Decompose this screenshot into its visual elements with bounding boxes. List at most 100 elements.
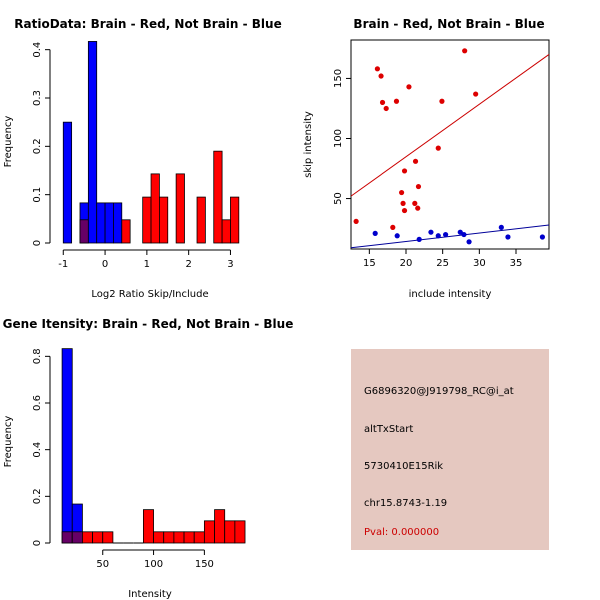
scatter-point-blue	[505, 234, 511, 240]
scatter-point-red	[383, 105, 389, 112]
histogram-bar-blue	[113, 202, 123, 244]
histogram-bar-red	[163, 531, 175, 544]
scatter-point-blue	[539, 234, 546, 240]
histogram-bar-blue	[104, 202, 114, 244]
x-tick-label: 25	[436, 258, 449, 269]
histogram-bar-red	[234, 520, 246, 544]
histogram-bar-red	[92, 531, 104, 544]
histogram-bar-red	[183, 531, 195, 544]
y-tick-label: 0.4	[32, 442, 43, 458]
scatter-point-red	[401, 207, 408, 214]
scatter-point-red	[473, 91, 479, 97]
event-type-text: altTxStart	[364, 424, 414, 435]
histogram-bar-red	[142, 509, 154, 544]
histogram-bar-overlap	[61, 531, 73, 544]
histogram-bar-overlap	[79, 219, 89, 244]
y-tick-label: 0.2	[32, 138, 43, 154]
chart-title-2: Brain - Red, Not Brain - Blue	[353, 17, 544, 31]
scatter-point-red	[393, 98, 400, 104]
histogram-bar-red	[175, 173, 185, 244]
scatter-point-red	[412, 200, 418, 206]
scatter-point-blue	[372, 230, 378, 236]
histogram-bar-blue	[96, 202, 106, 244]
scatter-point-blue	[461, 231, 467, 238]
scatter-point-red	[353, 218, 359, 224]
y-axis-label-3: Frequency	[3, 416, 14, 468]
x-tick-label: 0	[102, 259, 108, 270]
scatter-point-blue	[394, 233, 400, 239]
scatter-point-red	[415, 205, 421, 211]
scatter-point-red	[412, 158, 419, 164]
info-panel: G6896320@J919798_RC@i_at altTxStart 5730…	[351, 349, 549, 550]
histogram-bar-red	[153, 531, 165, 544]
x-tick-label: 30	[473, 258, 486, 269]
histogram-bar-red	[150, 173, 160, 244]
pval-text: Pval: 0.000000	[364, 527, 440, 538]
y-tick-label: 0	[32, 240, 43, 246]
x-axis-label-1: Log2 Ratio Skip/Include	[91, 289, 208, 300]
histogram-bar-red	[173, 531, 185, 544]
scatter-point-red	[406, 84, 412, 90]
histogram-bar-red	[193, 531, 205, 544]
x-tick-label: 100	[144, 559, 163, 570]
scatter-point-red	[415, 183, 422, 190]
regression-line-blue	[350, 224, 550, 249]
y-tick-label: 150	[333, 69, 344, 88]
scatter-point-blue	[457, 229, 463, 235]
histogram-bar-red	[196, 196, 206, 244]
scatter-point-red	[378, 73, 384, 79]
y-tick-label: 0.1	[32, 187, 43, 203]
chart-title-3: Gene Itensity: Brain - Red, Not Brain - …	[3, 317, 294, 331]
histogram-bar-red	[159, 196, 169, 244]
x-tick-label: 20	[400, 258, 413, 269]
histogram-bar-red	[224, 520, 236, 544]
x-tick-label: 2	[185, 259, 191, 270]
scatter-point-blue	[443, 231, 449, 238]
histogram-bar-red	[230, 196, 240, 244]
regression-line-red	[350, 54, 550, 197]
y-tick-label: 0.3	[32, 90, 43, 106]
y-tick-label: 0.8	[32, 348, 43, 364]
scatter-point-red	[374, 66, 380, 72]
x-tick-label: 3	[227, 259, 233, 270]
x-tick-label: 50	[96, 559, 109, 570]
chart-title-1: RatioData: Brain - Red, Not Brain - Blue	[14, 17, 281, 31]
histogram-bar-red	[221, 219, 231, 244]
histogram-bar-blue	[87, 41, 98, 244]
scatter-point-red	[401, 168, 408, 174]
y-tick-label: 0.6	[32, 395, 43, 411]
plot-frame	[350, 39, 550, 250]
y-axis-label-1: Frequency	[3, 116, 14, 168]
histogram-bar-blue	[62, 121, 73, 244]
scatter-point-red	[439, 98, 445, 104]
x-tick-label: 1	[144, 259, 150, 270]
histogram-bar-red	[121, 219, 131, 244]
gene-name-text: 5730410E15Rik	[364, 461, 444, 472]
y-tick-label: 100	[333, 129, 344, 148]
scatter-point-blue	[435, 233, 441, 239]
location-text: chr15.8743-1.19	[364, 498, 448, 509]
x-axis-label-2: include intensity	[409, 289, 492, 300]
y-tick-label: 0.2	[32, 488, 43, 504]
histogram-bar-red	[203, 520, 215, 544]
scatter-point-red	[390, 224, 396, 230]
histogram-bar-overlap	[71, 531, 83, 544]
scatter-point-red	[400, 200, 406, 206]
histogram-bar-red	[142, 196, 152, 244]
scatter-point-blue	[416, 236, 422, 242]
histogram-bar-red	[213, 150, 223, 244]
scatter-point-blue	[498, 224, 504, 230]
scatter-point-red	[462, 48, 468, 54]
y-tick-label: 50	[333, 192, 344, 205]
y-tick-label: 0.4	[32, 42, 43, 58]
scatter-point-red	[399, 189, 405, 196]
histogram-bar-blue	[61, 348, 73, 544]
probe-id-text: G6896320@J919798_RC@i_at	[364, 386, 514, 397]
x-tick-label: -1	[58, 259, 68, 270]
scatter-point-blue	[428, 229, 434, 235]
x-axis-label-3: Intensity	[128, 589, 172, 600]
histogram-bar-red	[214, 509, 226, 544]
histogram-bar-red	[102, 531, 114, 544]
x-tick-label: 15	[363, 258, 376, 269]
